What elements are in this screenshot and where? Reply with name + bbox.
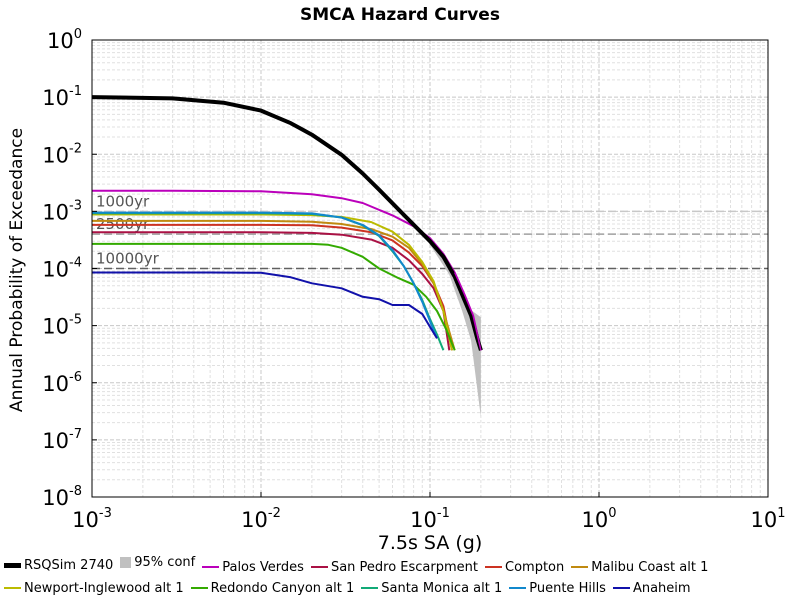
legend-label: Newport-Inglewood alt 1 [24,580,184,596]
y-tick-label: 100 [47,27,82,53]
legend-item: San Pedro Escarpment [310,559,478,575]
legend-row: RSQSim 2740 95% conf Palos Verdes San Pedro… [4,555,796,578]
x-tick-label: 10-3 [72,506,112,532]
series-line-anaheim [92,271,438,339]
legend-label: Santa Monica alt 1 [381,580,503,596]
confidence-band [430,238,481,418]
x-tick-label: 100 [581,506,616,532]
y-tick-label: 10-2 [42,141,82,167]
legend-swatch [612,587,630,589]
y-axis-label: Annual Probability of Exceedance [7,128,27,412]
legend-item: Malibu Coast alt 1 [571,560,708,575]
legend-label: San Pedro Escarpment [330,559,478,575]
legend-swatch [4,587,21,589]
x-tick-label: 101 [750,506,785,532]
legend-label: Malibu Coast alt 1 [591,559,709,575]
legend-label: Palos Verdes [222,559,304,575]
y-tick-label: 10-1 [42,84,82,110]
y-tick-label: 10-8 [42,484,82,510]
legend-label: Puente Hills [529,580,606,596]
reference-line-label: 1000yr [96,192,150,210]
reference-line-label: 10000yr [96,250,160,268]
legend-label: Anaheim [632,580,691,596]
legend-label: Redondo Canyon alt 1 [210,580,355,596]
legend-swatch [310,566,328,568]
y-tick-label: 10-3 [42,198,82,224]
y-tick-label: 10-6 [42,370,82,396]
legend-swatch [4,563,21,568]
legend-item: Puente Hills [509,581,606,596]
legend-swatch [361,587,379,589]
legend-swatch [485,566,502,568]
series-line-rsqsim-2740 [92,95,483,351]
x-tick-label: 10-2 [241,506,281,532]
legend-item: Newport-Inglewood alt 1 [4,581,184,596]
legend-swatch [120,557,132,568]
y-tick-label: 10-5 [42,313,82,339]
chart-legend: RSQSim 2740 95% conf Palos Verdes San Pedro… [4,555,796,601]
legend-row: Newport-Inglewood alt 1 Redondo Canyon al… [4,578,796,601]
hazard-chart: SMCA Hazard Curves 1000yr2500yr10000yr10… [7,5,786,554]
series-line-newport-inglewood-alt-1 [92,213,453,351]
x-tick-label: 10-1 [410,506,450,532]
legend-item: Compton [485,560,564,575]
legend-item: 95% conf [120,555,195,570]
series-line-san-pedro-escarpment [92,231,451,351]
legend-item: Palos Verdes [202,560,304,575]
legend-item: Anaheim [612,580,691,596]
legend-label: RSQSim 2740 [24,558,114,573]
legend-item: RSQSim 2740 [4,558,113,573]
legend-swatch [509,587,527,589]
legend-swatch [202,566,220,568]
x-axis-label: 7.5s SA (g) [378,532,483,554]
series-line-puente-hills [92,211,438,339]
legend-swatch [190,587,208,589]
legend-label: Compton [505,559,565,575]
legend-item: Redondo Canyon alt 1 [190,580,355,596]
series-line-palos-verdes-tail [454,272,482,351]
y-tick-label: 10-7 [42,427,82,453]
series-line-redondo-canyon-alt-1 [92,242,456,351]
legend-swatch [571,566,589,568]
y-tick-label: 10-4 [42,256,82,282]
chart-title: SMCA Hazard Curves [300,5,500,25]
legend-item: Santa Monica alt 1 [361,581,502,596]
legend-label: 95% conf [134,555,196,570]
